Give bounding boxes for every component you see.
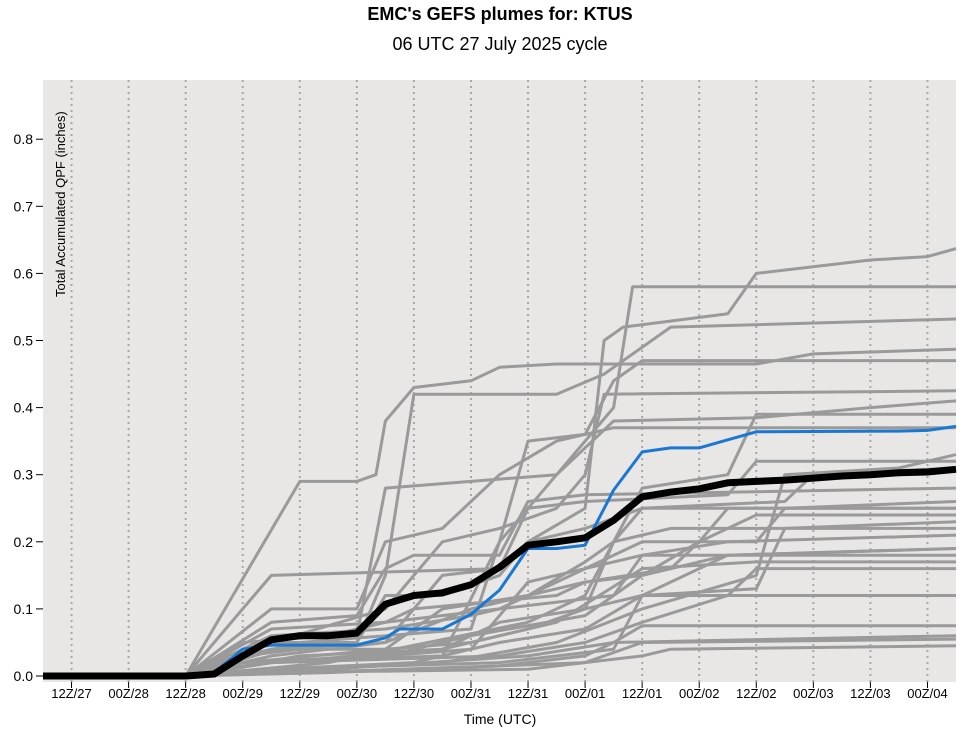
y-axis-label: Total Accumulated QPF (inches) — [53, 111, 68, 297]
x-tick-label: 12Z/29 — [280, 686, 320, 701]
mean-line — [43, 465, 957, 680]
mean-line-group — [43, 465, 957, 680]
member-line-16 — [43, 533, 957, 678]
x-tick-label: 12Z/31 — [508, 686, 548, 701]
x-tick-label: 00Z/02 — [679, 686, 719, 701]
x-axis-label: Time (UTC) — [464, 711, 537, 727]
x-tick-label: 00Z/28 — [108, 686, 148, 701]
y-tick-label: 0.8 — [14, 131, 34, 147]
x-tick-label: 00Z/31 — [451, 686, 491, 701]
x-tick-label: 12Z/02 — [736, 686, 776, 701]
x-axis: 12Z/27 00Z/28 12Z/28 00Z/29 12Z/29 00Z/30 12Z/… — [51, 682, 948, 701]
x-tick-label: 00Z/01 — [565, 686, 605, 701]
member-line-28 — [43, 547, 957, 678]
x-tick-label: 00Z/29 — [222, 686, 262, 701]
member-line-5 — [43, 359, 956, 678]
x-tick-label: 12Z/03 — [850, 686, 890, 701]
x-tick-label: 12Z/27 — [51, 686, 91, 701]
y-tick-label: 0.6 — [14, 265, 34, 281]
x-tick-label: 00Z/03 — [793, 686, 833, 701]
y-tick-label: 0.4 — [14, 400, 34, 416]
member-line-1 — [43, 247, 957, 678]
member-line-4 — [43, 347, 957, 678]
x-tick-label: 12Z/30 — [394, 686, 434, 701]
member-line-29 — [43, 453, 957, 678]
chart-title: EMC's GEFS plumes for: KTUS — [367, 4, 633, 24]
y-tick-label: 0.1 — [14, 601, 34, 617]
plot-background — [43, 80, 956, 682]
x-tick-label: 12Z/28 — [165, 686, 205, 701]
x-tick-label: 00Z/30 — [337, 686, 377, 701]
x-tick-label: 12Z/01 — [622, 686, 662, 701]
y-tick-label: 0.7 — [14, 198, 34, 214]
y-tick-label: 0.2 — [14, 534, 34, 550]
y-tick-label: 0.5 — [14, 333, 34, 349]
x-tick-label: 00Z/04 — [907, 686, 947, 701]
y-tick-label: 0.0 — [14, 668, 34, 684]
member-line-14 — [43, 513, 956, 678]
chart-subtitle: 06 UTC 27 July 2025 cycle — [392, 34, 608, 54]
y-tick-label: 0.3 — [14, 467, 34, 483]
y-axis: 0.0 0.1 0.2 0.3 0.4 0.5 0.6 0.7 0.8 — [14, 131, 43, 684]
